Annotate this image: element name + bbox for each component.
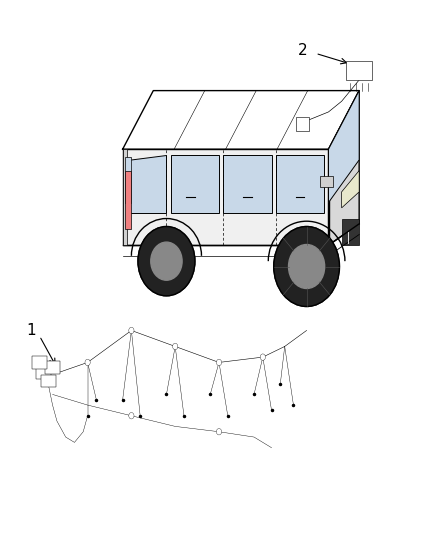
- Circle shape: [216, 359, 222, 366]
- Circle shape: [151, 242, 182, 280]
- Circle shape: [216, 429, 222, 435]
- Polygon shape: [320, 176, 333, 187]
- Polygon shape: [123, 149, 328, 245]
- Polygon shape: [125, 171, 131, 229]
- Circle shape: [85, 359, 90, 366]
- FancyBboxPatch shape: [32, 356, 47, 369]
- Polygon shape: [123, 91, 359, 149]
- Polygon shape: [127, 155, 166, 213]
- Bar: [296, 117, 309, 131]
- Polygon shape: [342, 171, 359, 208]
- FancyBboxPatch shape: [45, 361, 60, 374]
- Text: 1: 1: [26, 323, 35, 338]
- Polygon shape: [123, 149, 127, 245]
- FancyBboxPatch shape: [36, 367, 51, 379]
- Circle shape: [173, 343, 178, 350]
- Polygon shape: [328, 91, 359, 245]
- Bar: [342, 219, 359, 245]
- Text: 2: 2: [297, 43, 307, 58]
- FancyBboxPatch shape: [41, 375, 56, 387]
- Bar: [346, 61, 372, 80]
- Circle shape: [129, 413, 134, 419]
- Polygon shape: [223, 155, 272, 213]
- Circle shape: [138, 227, 195, 296]
- Circle shape: [260, 354, 265, 360]
- Circle shape: [274, 227, 339, 306]
- Circle shape: [129, 327, 134, 334]
- Polygon shape: [171, 155, 219, 213]
- Polygon shape: [276, 155, 324, 213]
- Polygon shape: [328, 91, 359, 203]
- Circle shape: [289, 245, 325, 288]
- Polygon shape: [125, 157, 131, 203]
